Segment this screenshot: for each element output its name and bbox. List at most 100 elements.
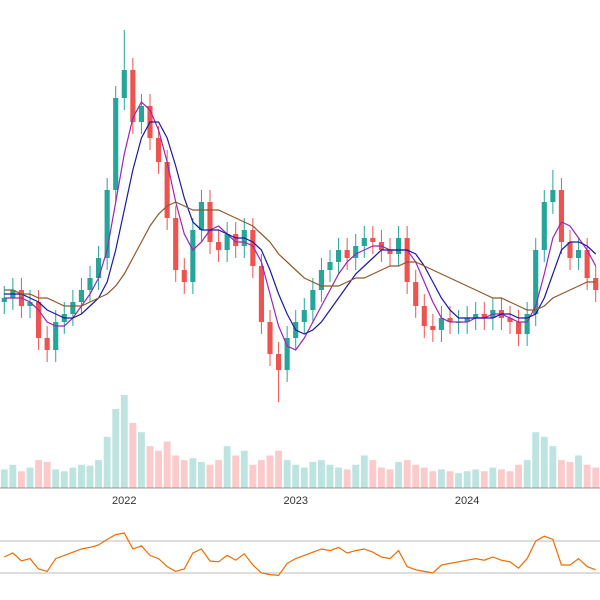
volume-bar xyxy=(583,464,591,488)
candle-body xyxy=(96,258,102,278)
candle-body xyxy=(310,290,316,310)
candle-body xyxy=(250,230,256,266)
candle-body xyxy=(164,162,170,218)
x-tick-label: 2022 xyxy=(112,495,136,507)
candle-body xyxy=(396,238,402,254)
candle-body xyxy=(53,322,59,350)
candle-body xyxy=(181,270,187,282)
volume-bar xyxy=(532,432,540,488)
x-tick-label: 2023 xyxy=(283,495,307,507)
volume-bar xyxy=(146,446,154,488)
volume-bar xyxy=(395,461,402,488)
volume-bar xyxy=(86,465,94,488)
candle-body xyxy=(113,98,119,190)
volume-bar xyxy=(369,460,377,488)
volume-bar xyxy=(78,464,85,488)
candle-body xyxy=(464,318,470,322)
volume-bar xyxy=(120,395,128,488)
candle-body xyxy=(447,318,453,322)
moving-average xyxy=(4,201,596,311)
candle-body xyxy=(584,250,590,278)
candle-body xyxy=(36,302,42,338)
volume-bar xyxy=(412,464,420,488)
candle-body xyxy=(344,250,350,258)
volume-bar xyxy=(549,446,557,488)
candle-body xyxy=(387,250,393,254)
volume-bar xyxy=(275,450,282,488)
volume-bar xyxy=(249,464,257,488)
volume-bar xyxy=(420,467,428,488)
candle-body xyxy=(276,354,282,370)
volume-bar xyxy=(472,469,480,488)
candle-body xyxy=(533,250,539,314)
volume-bar xyxy=(9,464,17,488)
volume-bar xyxy=(180,460,188,488)
candle-body xyxy=(44,338,50,350)
candle-body xyxy=(173,218,179,270)
candle-body xyxy=(70,302,76,314)
volume-bar xyxy=(292,464,300,488)
volume-bar xyxy=(326,464,334,488)
volume-bar xyxy=(112,408,120,488)
volume-bar xyxy=(463,471,471,488)
volume-bar xyxy=(360,455,368,488)
volume-bar xyxy=(240,450,248,488)
volume-bar xyxy=(189,458,197,488)
candle-body xyxy=(190,230,196,282)
volume-bar xyxy=(163,441,171,488)
candle-body xyxy=(370,238,376,242)
volume-bar xyxy=(558,460,565,488)
volume-bar xyxy=(343,469,351,488)
candle-body xyxy=(593,278,599,290)
candle-body xyxy=(550,190,556,202)
candle-body xyxy=(438,318,444,330)
moving-average xyxy=(4,121,597,335)
moving-average xyxy=(4,101,597,351)
volume-bar xyxy=(198,461,205,488)
volume-bar xyxy=(232,455,240,488)
volume-bar xyxy=(300,467,308,488)
candle-body xyxy=(258,266,264,322)
volume-bar xyxy=(69,467,77,488)
volume-bar xyxy=(0,469,8,488)
candle-body xyxy=(361,238,367,246)
candle-body xyxy=(156,138,162,162)
volume-bar xyxy=(429,471,437,488)
candle-body xyxy=(421,306,427,326)
volume-bar xyxy=(506,471,514,488)
candle-body xyxy=(541,202,547,250)
volume-bar xyxy=(386,469,394,488)
candle-body xyxy=(336,250,342,262)
candle-body xyxy=(233,234,239,246)
candle-body xyxy=(130,70,136,122)
volume-bar xyxy=(35,460,42,488)
candle-body xyxy=(216,242,222,250)
candle-body xyxy=(567,242,573,258)
candle-body xyxy=(138,106,144,122)
volume-bar xyxy=(446,471,454,488)
volume-bar xyxy=(206,464,214,488)
candle-body xyxy=(413,282,419,306)
volume-bar xyxy=(403,460,411,488)
candle-body xyxy=(404,238,410,282)
volume-bar xyxy=(223,446,231,488)
candle-body xyxy=(87,278,93,290)
volume-bar xyxy=(129,422,137,488)
volume-bar xyxy=(215,460,222,488)
volume-bar xyxy=(515,464,522,488)
candle-body xyxy=(524,314,530,334)
candle-body xyxy=(121,70,127,98)
volume-bar xyxy=(335,467,342,488)
volume-bar xyxy=(438,469,445,488)
candle-body xyxy=(507,318,513,322)
volume-bar xyxy=(26,467,34,488)
volume-bar xyxy=(592,467,600,488)
volume-bar xyxy=(575,455,582,488)
candle-body xyxy=(1,298,7,302)
volume-bar xyxy=(43,461,51,488)
candle-body xyxy=(284,338,290,370)
candle-body xyxy=(78,290,84,302)
candle-body xyxy=(267,322,273,354)
volume-bar xyxy=(523,460,531,488)
